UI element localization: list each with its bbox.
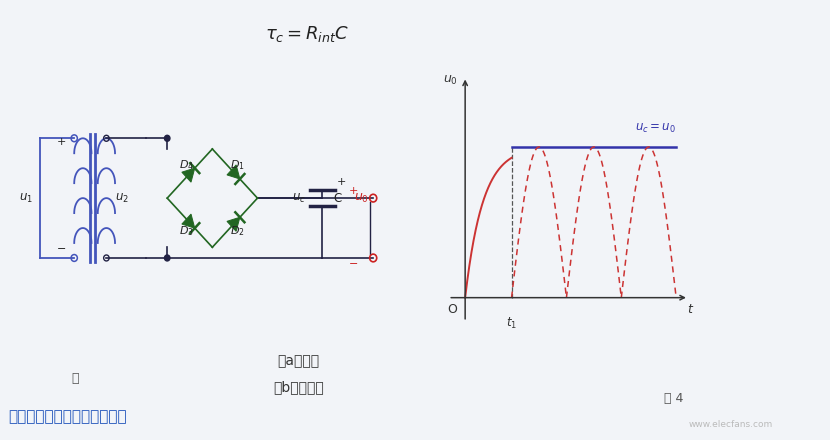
- Text: $D_1$: $D_1$: [231, 158, 245, 172]
- Text: +: +: [337, 177, 346, 187]
- Text: +: +: [349, 186, 359, 196]
- Text: $t$: $t$: [687, 303, 695, 316]
- Polygon shape: [227, 165, 240, 179]
- Text: 图 4: 图 4: [664, 392, 683, 405]
- Text: +: +: [56, 137, 66, 147]
- Polygon shape: [182, 168, 195, 182]
- Text: $u_0$: $u_0$: [443, 74, 458, 87]
- Text: $u_c=u_0$: $u_c=u_0$: [635, 122, 676, 135]
- Text: O: O: [447, 303, 457, 316]
- Text: www.elecfans.com: www.elecfans.com: [688, 420, 773, 429]
- Text: $D_4$: $D_4$: [179, 158, 194, 172]
- Circle shape: [164, 255, 170, 261]
- Text: $\tau_c = R_{int}C$: $\tau_c = R_{int}C$: [265, 24, 349, 44]
- Text: $D_2$: $D_2$: [231, 224, 245, 238]
- Text: −: −: [56, 244, 66, 253]
- Text: 图: 图: [71, 372, 79, 385]
- Text: $u_1$: $u_1$: [19, 191, 33, 205]
- Polygon shape: [227, 217, 240, 231]
- Text: （b）波形图: （b）波形图: [273, 381, 325, 395]
- Circle shape: [164, 135, 170, 141]
- Text: 空载时桥式整流电容滤波电路: 空载时桥式整流电容滤波电路: [8, 409, 127, 424]
- Text: （a）电路: （a）电路: [278, 354, 320, 368]
- Text: $D_3$: $D_3$: [179, 224, 194, 238]
- Text: $u_0$: $u_0$: [354, 191, 369, 205]
- Text: $t_1$: $t_1$: [506, 316, 517, 331]
- Text: $u_2$: $u_2$: [115, 191, 129, 205]
- Polygon shape: [182, 214, 195, 228]
- Text: $u_c$: $u_c$: [291, 191, 305, 205]
- Text: C: C: [333, 192, 341, 205]
- Text: −: −: [349, 259, 359, 268]
